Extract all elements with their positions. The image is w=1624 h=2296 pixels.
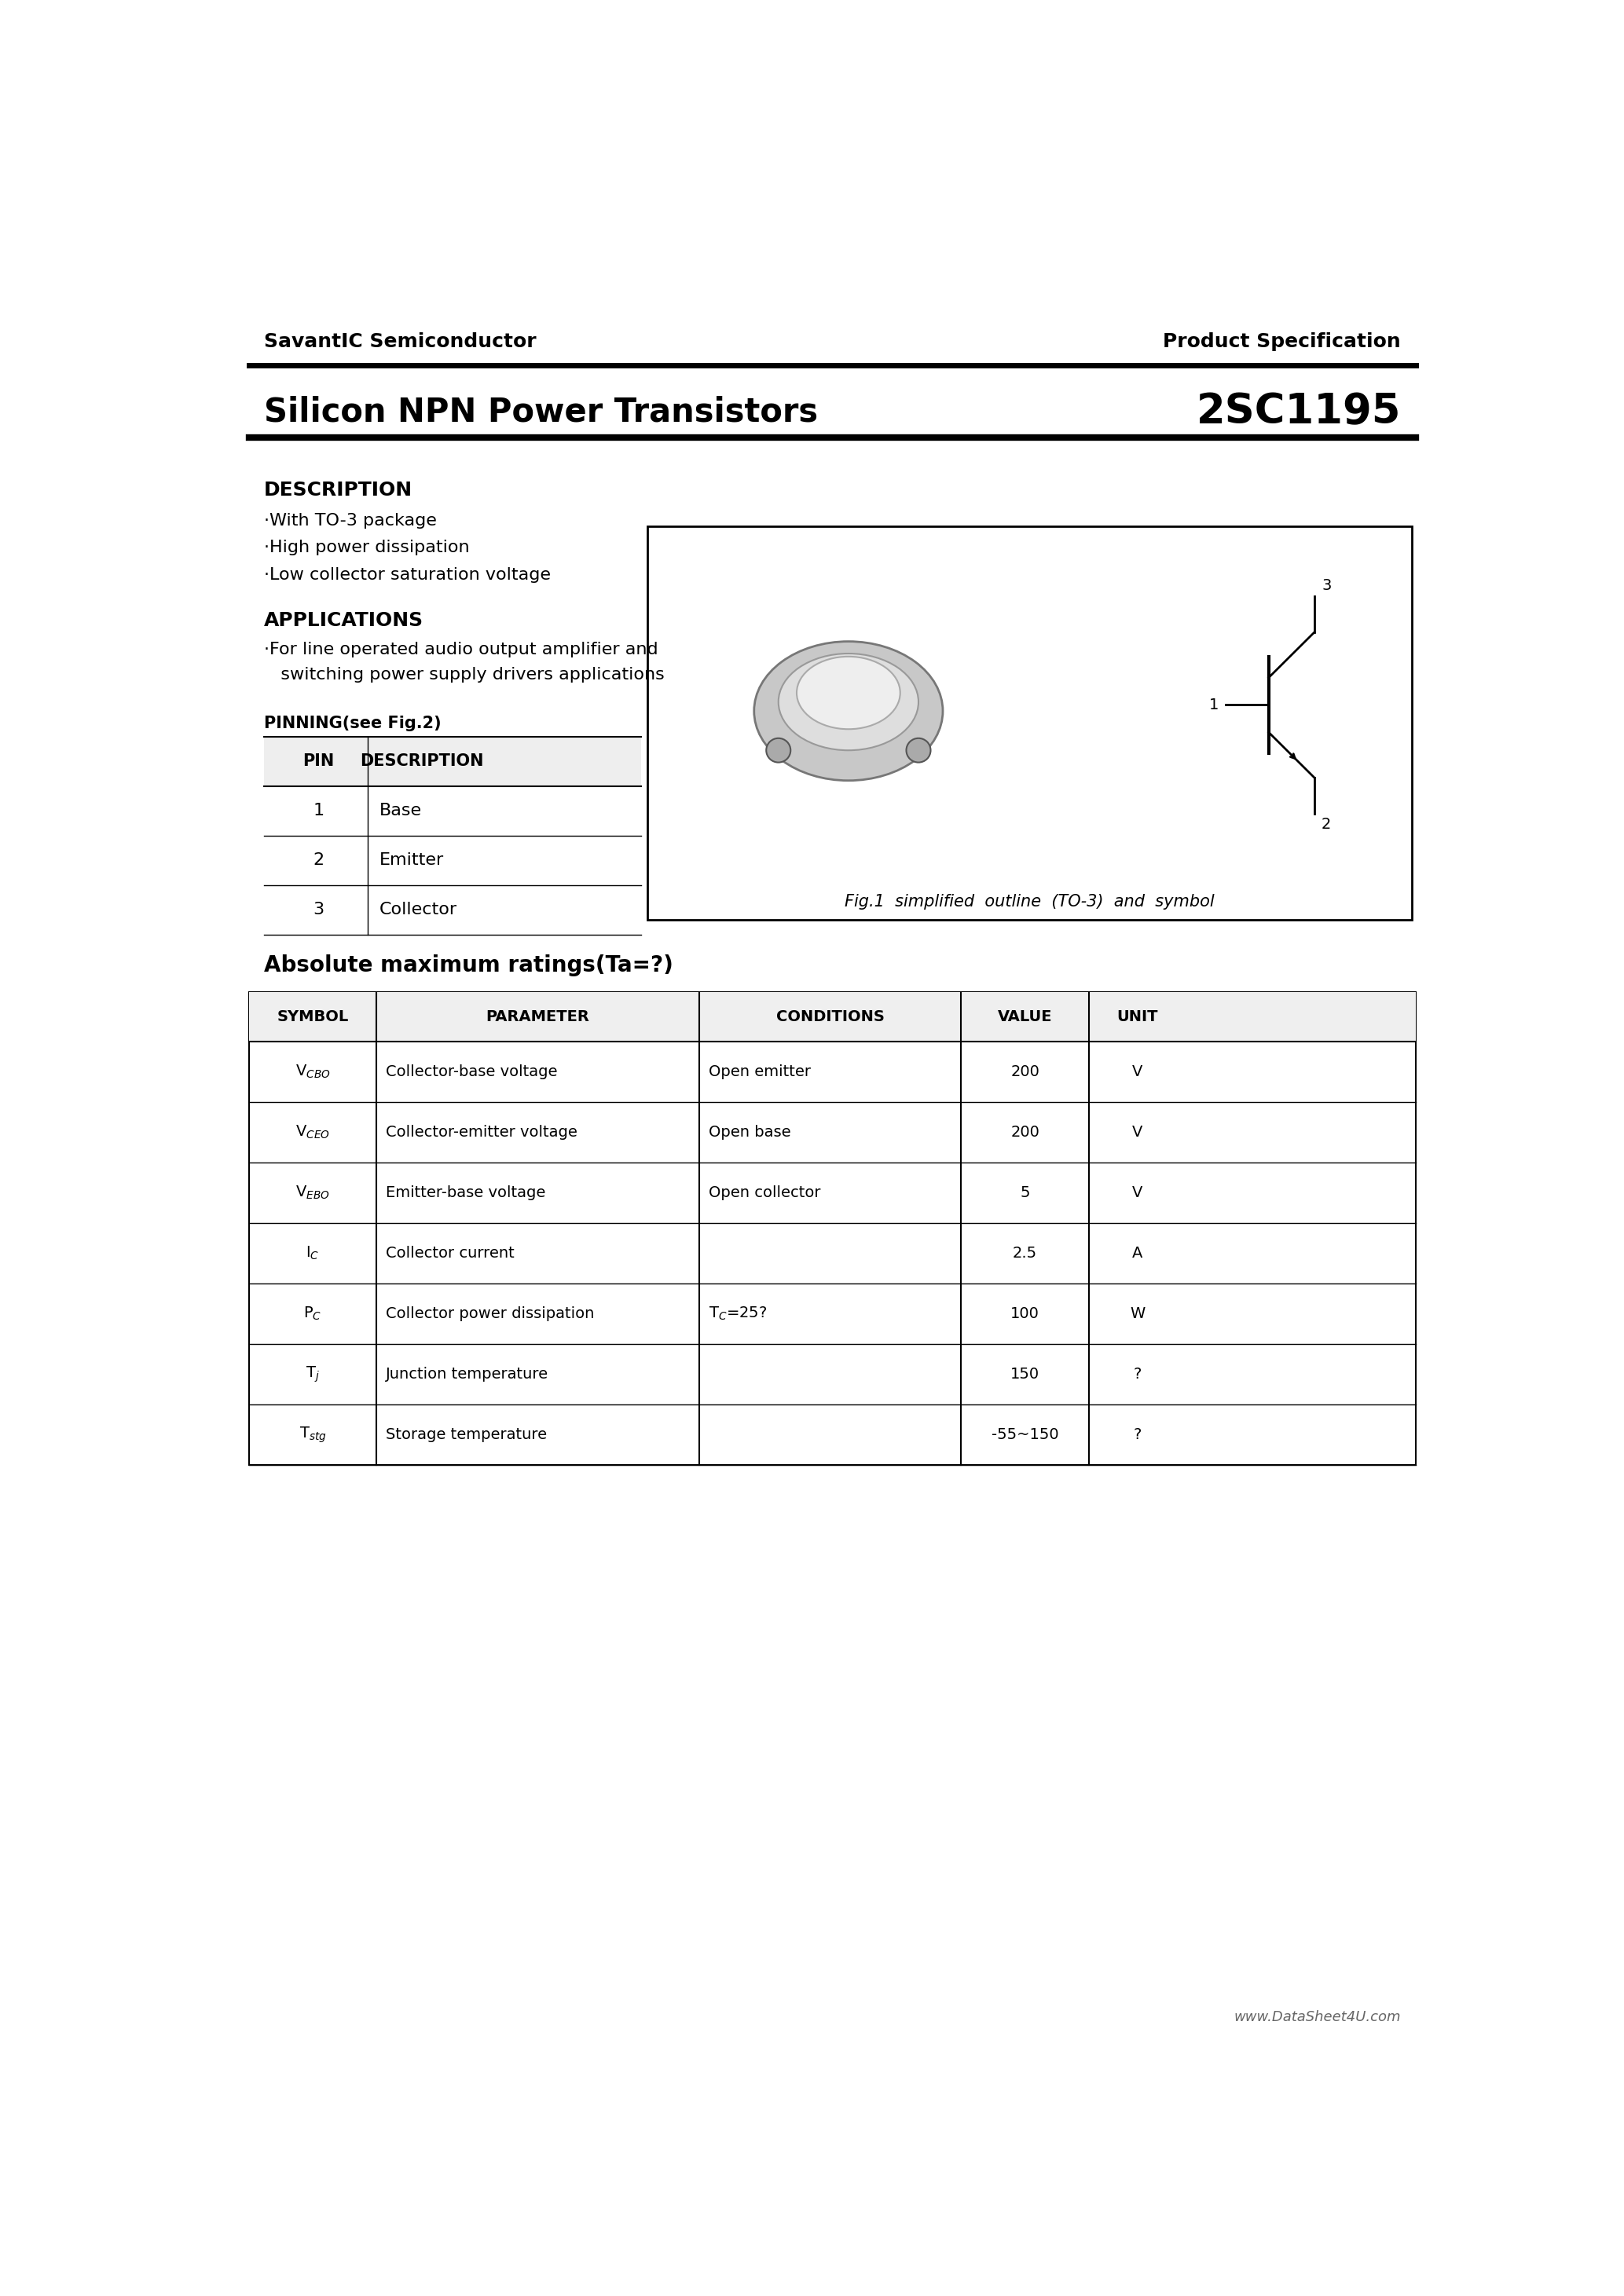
Text: ·High power dissipation: ·High power dissipation: [263, 540, 469, 556]
Ellipse shape: [778, 654, 919, 751]
Text: ·For line operated audio output amplifier and: ·For line operated audio output amplifie…: [263, 641, 658, 657]
Text: Collector-base voltage: Collector-base voltage: [385, 1065, 557, 1079]
Text: switching power supply drivers applications: switching power supply drivers applicati…: [263, 666, 664, 682]
Text: I$_{C}$: I$_{C}$: [305, 1244, 320, 1263]
Text: Collector power dissipation: Collector power dissipation: [385, 1306, 594, 1322]
Text: UNIT: UNIT: [1117, 1010, 1158, 1024]
Text: Fig.1  simplified  outline  (TO-3)  and  symbol: Fig.1 simplified outline (TO-3) and symb…: [844, 893, 1215, 909]
Text: PARAMETER: PARAMETER: [486, 1010, 590, 1024]
Text: V: V: [1132, 1185, 1143, 1201]
Ellipse shape: [797, 657, 900, 730]
Text: APPLICATIONS: APPLICATIONS: [263, 611, 424, 629]
Text: A: A: [1132, 1247, 1143, 1261]
Text: Emitter-base voltage: Emitter-base voltage: [385, 1185, 546, 1201]
Text: www.DataSheet4U.com: www.DataSheet4U.com: [1234, 2011, 1402, 2025]
Text: 2: 2: [1322, 817, 1332, 831]
Text: Absolute maximum ratings(Ta=?): Absolute maximum ratings(Ta=?): [263, 955, 672, 976]
Text: V: V: [1132, 1125, 1143, 1141]
Text: T$_{j}$: T$_{j}$: [305, 1364, 320, 1384]
Bar: [248, 992, 1416, 1042]
Text: Emitter: Emitter: [380, 852, 445, 868]
Text: ·With TO-3 package: ·With TO-3 package: [263, 512, 437, 528]
Text: Junction temperature: Junction temperature: [385, 1366, 549, 1382]
Text: Open collector: Open collector: [708, 1185, 820, 1201]
Text: CONDITIONS: CONDITIONS: [776, 1010, 885, 1024]
Text: ?: ?: [1134, 1428, 1142, 1442]
Text: ?: ?: [1134, 1366, 1142, 1382]
Text: V: V: [1132, 1065, 1143, 1079]
Text: Open emitter: Open emitter: [708, 1065, 810, 1079]
Text: 200: 200: [1010, 1065, 1039, 1079]
Text: V$_{CBO}$: V$_{CBO}$: [296, 1063, 330, 1081]
Text: Collector: Collector: [380, 902, 458, 918]
Text: 2: 2: [313, 852, 325, 868]
Text: 1: 1: [313, 804, 325, 820]
Text: VALUE: VALUE: [997, 1010, 1052, 1024]
Text: V$_{EBO}$: V$_{EBO}$: [296, 1185, 330, 1201]
Text: Product Specification: Product Specification: [1163, 333, 1402, 351]
Circle shape: [906, 739, 931, 762]
Circle shape: [767, 739, 791, 762]
Text: 2SC1195: 2SC1195: [1197, 390, 1402, 432]
Text: 100: 100: [1010, 1306, 1039, 1322]
Text: Collector-emitter voltage: Collector-emitter voltage: [385, 1125, 577, 1141]
Text: ·Low collector saturation voltage: ·Low collector saturation voltage: [263, 567, 551, 583]
Bar: [248, 992, 1416, 1465]
Text: PINNING(see Fig.2): PINNING(see Fig.2): [263, 716, 442, 730]
Text: V$_{CEO}$: V$_{CEO}$: [296, 1125, 330, 1141]
Text: 3: 3: [313, 902, 325, 918]
Text: 5: 5: [1020, 1185, 1030, 1201]
Text: T$_{stg}$: T$_{stg}$: [299, 1426, 326, 1444]
Text: T$_{C}$=25?: T$_{C}$=25?: [708, 1306, 767, 1322]
Text: DESCRIPTION: DESCRIPTION: [263, 480, 412, 501]
Text: 3: 3: [1322, 579, 1332, 592]
Text: 2.5: 2.5: [1013, 1247, 1038, 1261]
Ellipse shape: [754, 641, 944, 781]
Text: -55~150: -55~150: [991, 1428, 1059, 1442]
Text: Storage temperature: Storage temperature: [385, 1428, 547, 1442]
Text: Open base: Open base: [708, 1125, 791, 1141]
Text: Base: Base: [380, 804, 422, 820]
Text: P$_{C}$: P$_{C}$: [304, 1306, 322, 1322]
Text: SavantIC Semiconductor: SavantIC Semiconductor: [263, 333, 536, 351]
Text: Collector current: Collector current: [385, 1247, 515, 1261]
Bar: [648, 526, 1411, 921]
Text: DESCRIPTION: DESCRIPTION: [361, 753, 484, 769]
Text: 1: 1: [1208, 698, 1218, 712]
Text: SYMBOL: SYMBOL: [276, 1010, 349, 1024]
Text: Silicon NPN Power Transistors: Silicon NPN Power Transistors: [263, 395, 818, 427]
Text: 200: 200: [1010, 1125, 1039, 1141]
Text: W: W: [1130, 1306, 1145, 1322]
Bar: [263, 737, 641, 785]
Text: 150: 150: [1010, 1366, 1039, 1382]
Text: PIN: PIN: [304, 753, 335, 769]
